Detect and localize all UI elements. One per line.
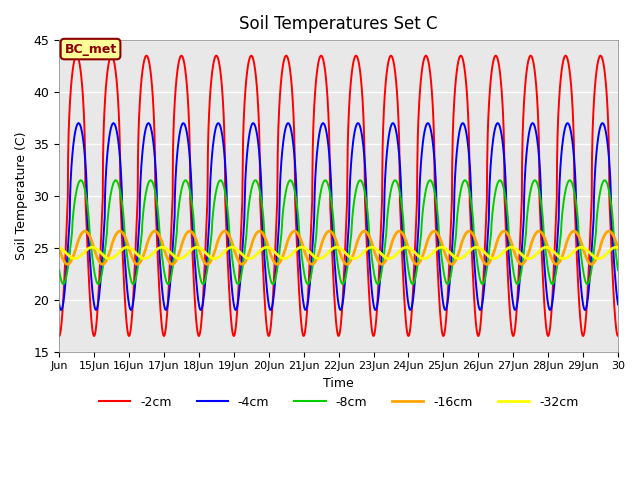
-8cm (287, 178, 294, 183)
Line: -16cm: -16cm (59, 231, 618, 264)
-32cm (598, 255, 606, 261)
-32cm (327, 247, 335, 252)
-2cm (312, 77, 320, 83)
Line: -32cm: -32cm (59, 247, 618, 259)
-2cm (598, 55, 606, 60)
-32cm (84, 246, 92, 252)
-8cm (598, 181, 606, 187)
-4cm (495, 123, 503, 129)
Line: -2cm: -2cm (59, 56, 618, 336)
-2cm (317, 53, 325, 59)
-2cm (55, 333, 63, 339)
-32cm (496, 253, 504, 259)
Line: -8cm: -8cm (59, 180, 618, 284)
Line: -4cm: -4cm (59, 123, 618, 310)
-4cm (598, 120, 606, 126)
-32cm (312, 255, 320, 261)
-16cm (598, 238, 606, 244)
-4cm (614, 301, 622, 307)
X-axis label: Time: Time (323, 377, 354, 390)
-4cm (55, 301, 63, 307)
-16cm (598, 237, 606, 243)
-8cm (584, 281, 591, 287)
-16cm (256, 228, 264, 234)
-8cm (614, 267, 622, 273)
-8cm (598, 180, 606, 186)
-16cm (614, 246, 622, 252)
-4cm (327, 182, 335, 188)
-32cm (598, 254, 606, 260)
-16cm (495, 233, 503, 239)
-4cm (598, 120, 606, 126)
-4cm (581, 307, 589, 313)
-8cm (327, 197, 335, 203)
-4cm (319, 120, 327, 126)
-4cm (312, 162, 320, 168)
-16cm (312, 257, 320, 263)
Text: BC_met: BC_met (65, 43, 116, 56)
-8cm (55, 267, 63, 273)
-2cm (327, 226, 335, 232)
-8cm (84, 204, 92, 210)
-32cm (158, 244, 166, 250)
-16cm (55, 246, 63, 252)
-8cm (312, 231, 320, 237)
-2cm (614, 333, 622, 339)
-2cm (598, 54, 605, 60)
-32cm (455, 256, 463, 262)
-16cm (327, 229, 335, 235)
-2cm (495, 66, 503, 72)
-4cm (84, 220, 92, 226)
-32cm (55, 245, 63, 251)
Y-axis label: Soil Temperature (C): Soil Temperature (C) (15, 132, 28, 260)
Title: Soil Temperatures Set C: Soil Temperatures Set C (239, 15, 438, 33)
Legend: -2cm, -4cm, -8cm, -16cm, -32cm: -2cm, -4cm, -8cm, -16cm, -32cm (94, 391, 584, 414)
-16cm (518, 262, 525, 267)
-2cm (84, 250, 92, 255)
-16cm (84, 230, 92, 236)
-32cm (614, 245, 622, 251)
-8cm (495, 178, 503, 183)
